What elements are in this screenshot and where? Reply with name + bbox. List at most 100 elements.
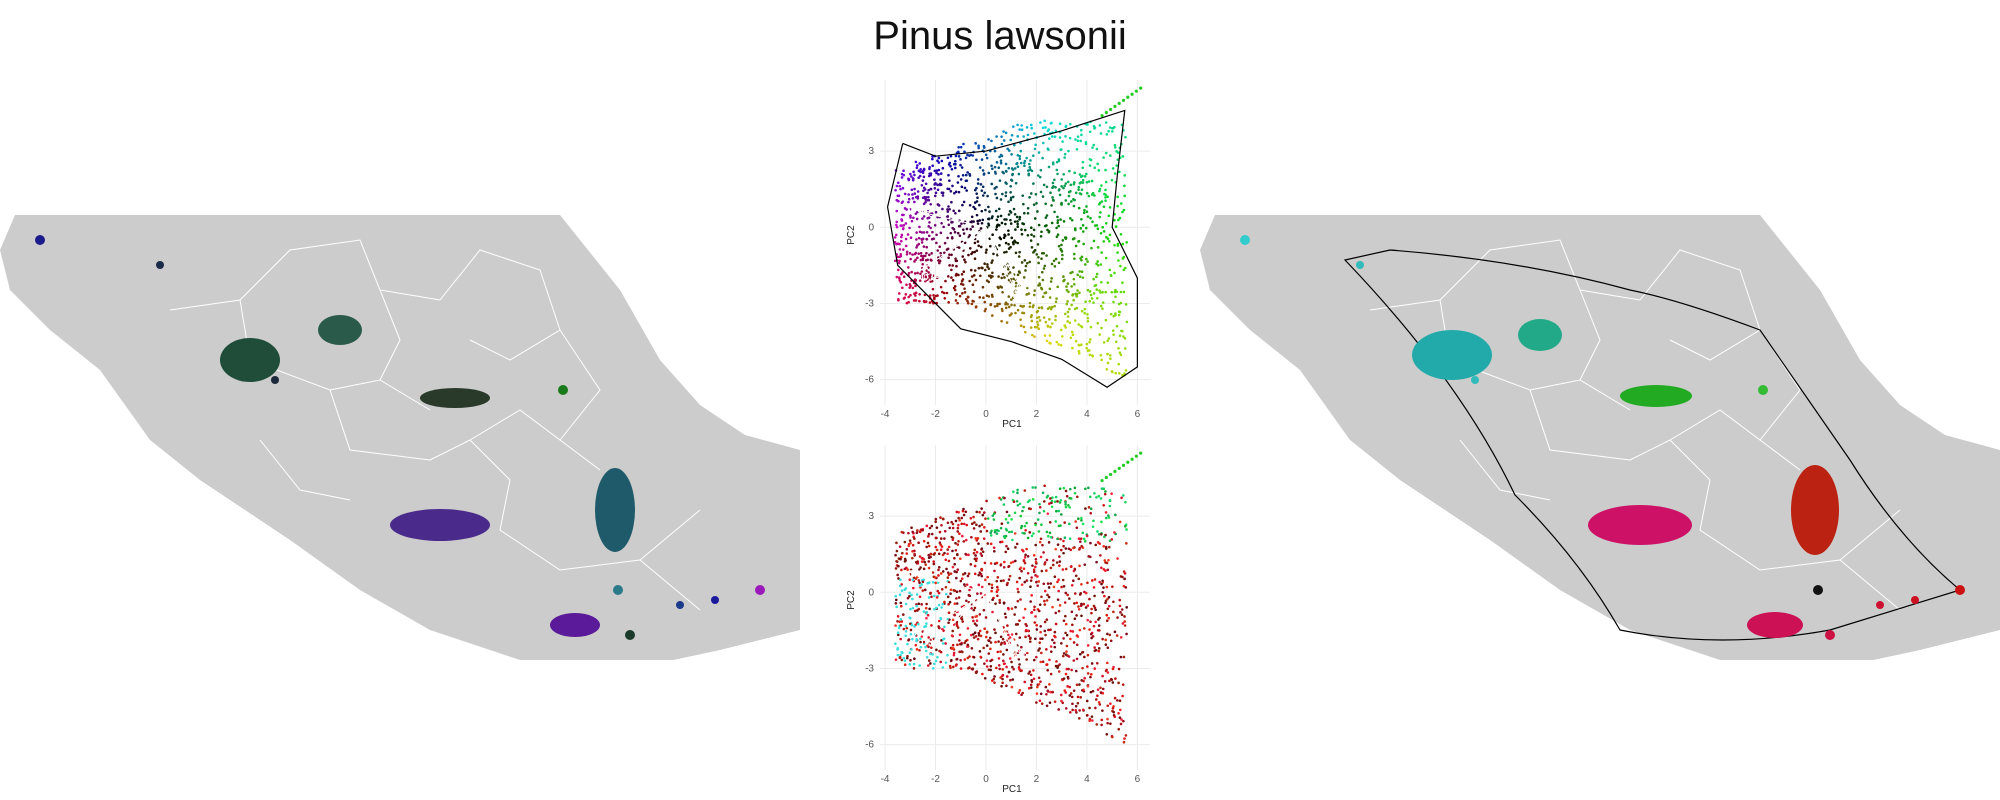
pca-point: [963, 641, 966, 645]
pca-point: [1087, 349, 1091, 352]
x-tick-label: 6: [1135, 774, 1141, 785]
pca-point: [978, 166, 982, 169]
pca-point: [931, 571, 935, 574]
pca-point: [985, 659, 989, 662]
pca-point: [1029, 636, 1032, 640]
pca-point: [1110, 290, 1114, 294]
pca-point: [1074, 191, 1078, 195]
pca-point: [922, 610, 926, 613]
pca-point: [926, 664, 930, 667]
range-patch: [156, 261, 164, 269]
pca-point: [1106, 661, 1109, 665]
pca-point: [933, 178, 936, 181]
pca-point: [1101, 691, 1105, 695]
pca-point: [1038, 502, 1041, 506]
pca-point: [1120, 496, 1123, 500]
pca-point: [995, 135, 998, 138]
pca-point: [1062, 186, 1065, 190]
pca-point: [1003, 251, 1006, 254]
pca-point: [1098, 215, 1101, 219]
pca-point: [937, 173, 940, 176]
pca-point: [1029, 683, 1033, 687]
pca-point: [989, 562, 993, 565]
pca-point: [1104, 196, 1107, 199]
pca-point: [1078, 275, 1082, 278]
pca-point: [1081, 166, 1085, 170]
pca-point: [1064, 237, 1068, 240]
pca-point: [894, 598, 898, 602]
pca-point: [1099, 353, 1103, 357]
pca-point: [935, 241, 938, 245]
pca-point: [1076, 289, 1079, 292]
pca-point: [1067, 503, 1070, 507]
pca-point: [995, 218, 999, 222]
pca-point: [1042, 183, 1046, 187]
pca-point: [1087, 506, 1091, 509]
pca-point: [976, 592, 979, 595]
range-patch: [271, 376, 279, 384]
pca-point: [971, 154, 975, 157]
pca-point: [1029, 507, 1033, 511]
pca-point: [902, 627, 906, 631]
pca-point: [903, 663, 907, 667]
pca-point: [1063, 184, 1066, 188]
pca-point: [1121, 242, 1125, 246]
pca-point: [1052, 199, 1055, 202]
pca-point: [1018, 636, 1022, 639]
pca-point: [1106, 632, 1109, 636]
pca-point: [993, 628, 996, 631]
pca-point: [957, 209, 961, 213]
pca-point: [1119, 636, 1123, 639]
pca-point: [1033, 621, 1037, 624]
pca-point: [1100, 718, 1104, 722]
pca-point: [898, 545, 902, 549]
pca-point: [914, 212, 918, 215]
pca-point: [1027, 173, 1031, 177]
pca-point: [1102, 240, 1106, 243]
pca-point: [937, 156, 941, 160]
pca-point: [1017, 172, 1021, 176]
pca-point: [900, 218, 903, 221]
pca-point: [898, 255, 901, 259]
pca-point: [1001, 673, 1005, 677]
pca-point: [1120, 608, 1124, 611]
pca-point: [1043, 603, 1047, 606]
pca-point: [1089, 620, 1092, 624]
pca-point: [960, 282, 963, 286]
pca-point: [1045, 530, 1049, 534]
pca-point: [901, 186, 905, 190]
pca-point: [1063, 312, 1067, 316]
pca-point: [1093, 194, 1096, 197]
pca-point: [984, 635, 988, 639]
pca-point: [1118, 598, 1122, 602]
pca-point: [963, 186, 967, 190]
pca-point: [1057, 244, 1061, 248]
pca-point: [1122, 655, 1126, 659]
pca-point: [951, 526, 955, 530]
state-borders: [169, 239, 701, 611]
pca-point: [950, 647, 954, 650]
range-patch: [711, 596, 719, 604]
pca-point: [911, 543, 915, 547]
pca-point: [908, 208, 912, 211]
pca-point: [976, 178, 980, 181]
pca-point: [979, 552, 983, 555]
pca-point: [916, 244, 919, 247]
pca-point: [1064, 631, 1067, 635]
pca-point: [964, 260, 967, 264]
pca-point: [990, 139, 993, 143]
pca-point: [973, 606, 977, 610]
pca-point: [933, 186, 937, 190]
pca-point: [902, 248, 905, 251]
pca-point: [1104, 121, 1108, 124]
pca-point: [1032, 235, 1036, 238]
pca-point: [1016, 491, 1019, 495]
pca-point: [897, 564, 900, 568]
pca-point: [1064, 614, 1067, 618]
pca-point: [1079, 181, 1083, 184]
pca-point: [1050, 135, 1054, 138]
pca-point: [970, 646, 974, 650]
pca-point: [1083, 175, 1087, 178]
pca-point: [1122, 208, 1126, 212]
